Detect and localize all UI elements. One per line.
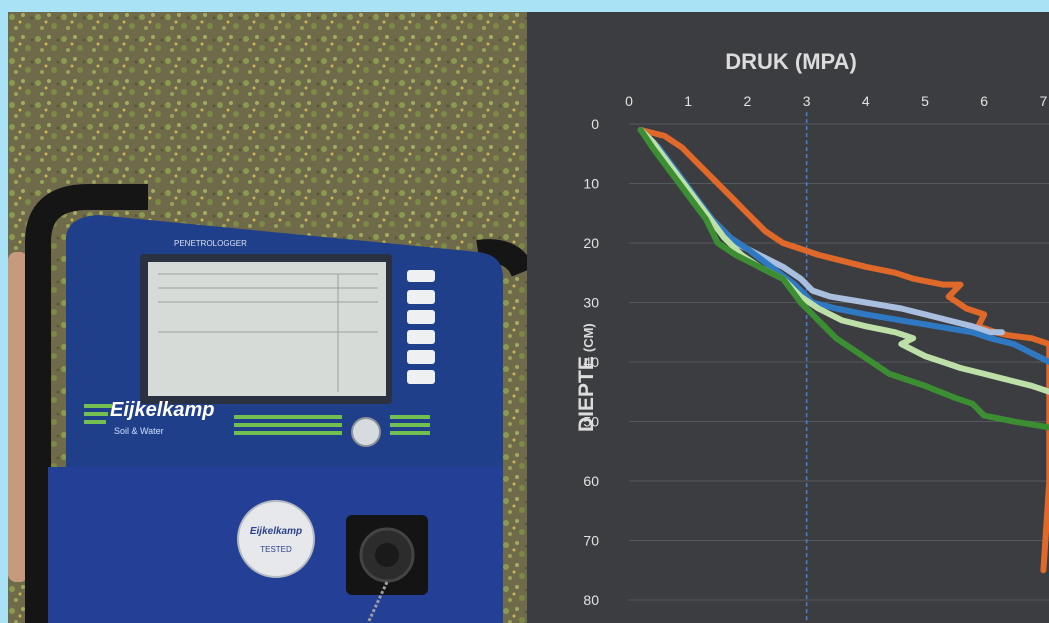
- seal-brand: Eijkelkamp: [250, 526, 302, 537]
- x-tick-label: 2: [744, 93, 752, 109]
- y-axis-title-unit: (CM): [581, 323, 596, 352]
- y-tick-label: 80: [583, 592, 599, 608]
- y-tick-label: 50: [583, 414, 599, 430]
- x-tick-label: 1: [684, 93, 692, 109]
- series-line-5: [637, 127, 1049, 431]
- series-line-4: [637, 127, 1049, 395]
- x-tick-label: 6: [980, 93, 988, 109]
- finger: [8, 252, 28, 582]
- penetration-chart: DRUK (MPA) 0 1 2 3 4 5 6 7 0 10 20 30 40 50 60 70 80 DI…: [527, 12, 1049, 623]
- y-tick-label: 0: [591, 116, 599, 132]
- brand-name: Eijkelkamp: [110, 399, 215, 421]
- handle-left: [25, 184, 148, 623]
- x-tick-label: 4: [862, 93, 870, 109]
- series-line-1: [637, 127, 1049, 574]
- x-tick-label: 3: [803, 93, 811, 109]
- tested-seal: [237, 500, 315, 578]
- x-tick-label: 5: [921, 93, 929, 109]
- brand-sub: Soil & Water: [114, 426, 164, 436]
- y-tick-label: 30: [583, 295, 599, 311]
- lcd-screen: [148, 262, 386, 396]
- enter-button: [351, 417, 381, 447]
- y-tick-label: 40: [583, 354, 599, 370]
- device-label: PENETROLOGGER: [174, 239, 247, 248]
- seal-text: TESTED: [260, 545, 292, 554]
- y-axis-title-main: DIEPTE: [575, 356, 598, 432]
- y-axis-title: DIEPTE (CM): [575, 323, 598, 432]
- y-tick-label: 20: [583, 235, 599, 251]
- penetrologger-photo: PENETROLOGGER Eijkelkamp Soil & Water: [8, 12, 527, 623]
- connector-chain: [366, 581, 389, 623]
- y-tick-label: 60: [583, 473, 599, 489]
- y-tick-label: 10: [583, 176, 599, 192]
- x-tick-label: 7: [1040, 93, 1048, 109]
- handle-right: [476, 239, 527, 278]
- keypad-buttons: [407, 270, 435, 384]
- chart-title: DRUK (MPA): [725, 49, 857, 74]
- y-tick-label: 70: [583, 533, 599, 549]
- x-tick-label: 0: [625, 93, 633, 109]
